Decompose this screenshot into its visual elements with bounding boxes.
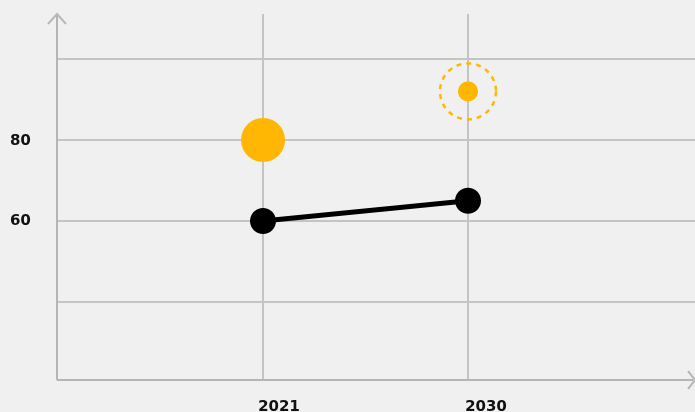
series-0-line	[260, 198, 471, 224]
series-0-point-2021	[250, 208, 276, 234]
series-2-point-2030	[458, 81, 478, 102]
grid	[57, 14, 695, 380]
x-axis-arrow	[687, 370, 695, 390]
y-tick-label-80: 80	[10, 131, 31, 149]
y-axis-arrow	[47, 12, 67, 25]
axes	[47, 12, 695, 390]
x-tick-label-2030: 2030	[465, 397, 507, 412]
series-0-point-2030	[455, 187, 481, 214]
x-tick-label-2021: 2021	[258, 397, 300, 412]
series-2-ring-2030	[438, 62, 498, 121]
series	[241, 62, 498, 234]
y-tick-label-60: 60	[10, 211, 31, 229]
series-1-point-2021	[241, 118, 285, 162]
